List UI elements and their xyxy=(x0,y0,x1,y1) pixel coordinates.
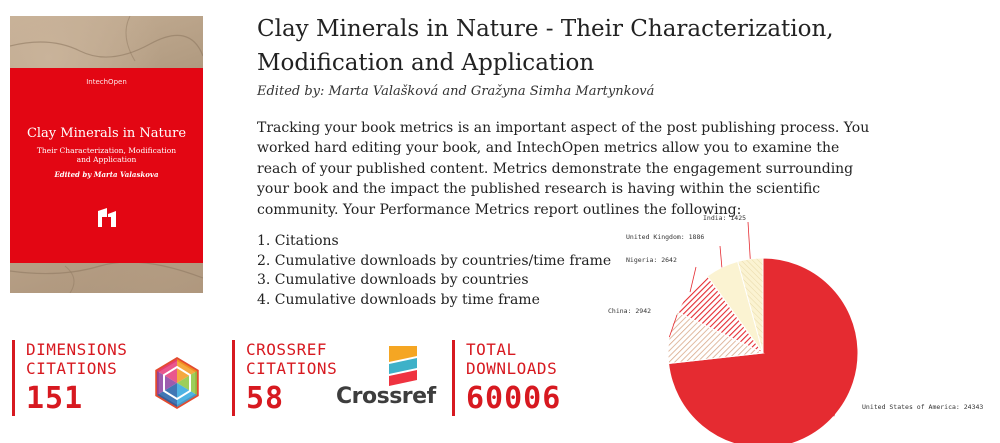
pie-leader-line xyxy=(833,399,841,417)
pie-leader-line xyxy=(689,266,697,293)
pie-slice-label: United Kingdom: 1886 xyxy=(626,233,704,241)
dimensions-logo-icon xyxy=(155,356,199,410)
downloads-by-country-pie-chart[interactable]: United States of America: 24343 China: 29… xyxy=(600,210,1000,443)
pie-slice-label: United States of America: 24343 xyxy=(862,403,983,411)
cover-editor: Edited by Marta Valaskova xyxy=(54,170,159,179)
crossref-citations-stat[interactable]: CROSSREF CITATIONS 58 xyxy=(232,340,456,416)
stat-label: DOWNLOADS xyxy=(466,359,558,378)
stat-value: 58 xyxy=(246,381,285,416)
pie-leader-line xyxy=(747,221,751,259)
pie-leader-line xyxy=(668,314,678,338)
pie-slice[interactable] xyxy=(737,257,764,354)
book-title: Clay Minerals in Nature - Their Characte… xyxy=(257,16,834,76)
pie-slice-label: China: 2942 xyxy=(608,307,651,315)
intro-paragraph: Tracking your book metrics is an importa… xyxy=(257,120,870,218)
pie-leader-line xyxy=(719,245,723,268)
list-item: 1. Citations xyxy=(257,233,339,249)
dimensions-citations-stat[interactable]: DIMENSIONS CITATIONS 151 xyxy=(12,340,226,416)
metrics-list: 1. Citations 2. Cumulative downloads by … xyxy=(257,232,617,310)
pie-slice-label: Nigeria: 2642 xyxy=(626,256,677,264)
stat-label: TOTAL xyxy=(466,340,517,359)
cover-title: Clay Minerals in Nature xyxy=(26,126,187,141)
crossref-logo-text: Crossref xyxy=(336,384,436,409)
stat-label: CROSSREF xyxy=(246,340,328,359)
list-item: 3. Cumulative downloads by countries xyxy=(257,272,529,288)
stat-value: 151 xyxy=(26,381,84,416)
list-item: 2. Cumulative downloads by countries/tim… xyxy=(257,252,612,269)
stat-label: CITATIONS xyxy=(246,359,338,378)
list-item: 4. Cumulative downloads by time frame xyxy=(257,291,540,308)
cover-subtitle: Their Characterization, Modification and… xyxy=(36,146,177,164)
intechopen-logo-icon xyxy=(97,208,116,227)
stat-label: CITATIONS xyxy=(26,359,118,378)
cover-publisher: IntechOpen xyxy=(86,78,127,86)
total-downloads-stat[interactable]: TOTAL DOWNLOADS 60006 xyxy=(452,340,616,416)
stat-label: DIMENSIONS xyxy=(26,340,128,359)
stat-value: 60006 xyxy=(466,381,562,416)
cover-texture xyxy=(10,16,203,293)
book-editors: Edited by: Marta Valašková and Gražyna S… xyxy=(257,84,655,99)
pie-slice-label: India: 1425 xyxy=(703,214,746,222)
book-cover[interactable]: IntechOpen Clay Minerals in Nature Their… xyxy=(10,16,203,293)
cover-band: IntechOpen Clay Minerals in Nature Their… xyxy=(10,68,203,263)
crossref-logo-icon xyxy=(389,346,417,386)
